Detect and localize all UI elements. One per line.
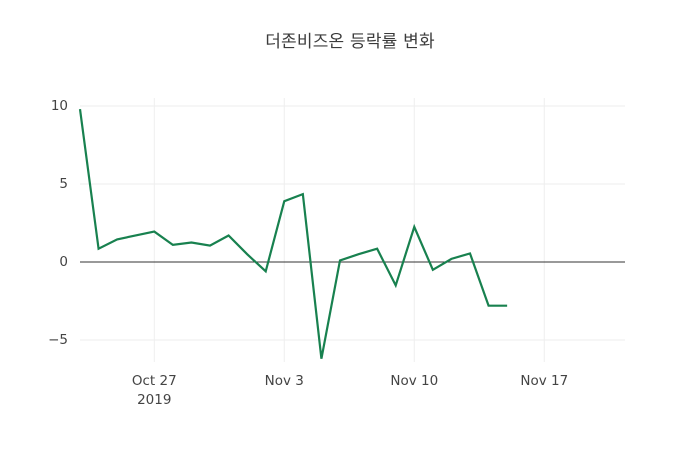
x-axis-tick-label-main: Nov 17 xyxy=(520,373,569,389)
series-line xyxy=(78,108,508,359)
y-axis-tick-label: −5 xyxy=(48,332,68,348)
x-axis-tick-label: Nov 10 xyxy=(354,372,474,391)
data-line xyxy=(78,108,508,359)
y-axis-tick-label: 0 xyxy=(59,254,68,270)
x-axis-tick-label-main: Nov 10 xyxy=(390,373,439,389)
x-axis-tick-label-main: Nov 3 xyxy=(264,373,304,389)
y-axis-tick-label: 5 xyxy=(59,176,68,192)
grid-lines xyxy=(80,98,625,362)
x-axis-tick-label-year: 2019 xyxy=(137,392,172,408)
y-axis-tick-label: 10 xyxy=(50,98,68,114)
x-axis-tick-label: Nov 17 xyxy=(484,372,604,391)
x-axis-tick-label: Oct 27 2019 xyxy=(94,372,214,410)
x-axis-tick-label-main: Oct 27 xyxy=(131,373,177,389)
chart-title: 더존비즈온 등락률 변화 xyxy=(265,32,435,52)
x-axis-tick-label: Nov 3 xyxy=(224,372,344,391)
